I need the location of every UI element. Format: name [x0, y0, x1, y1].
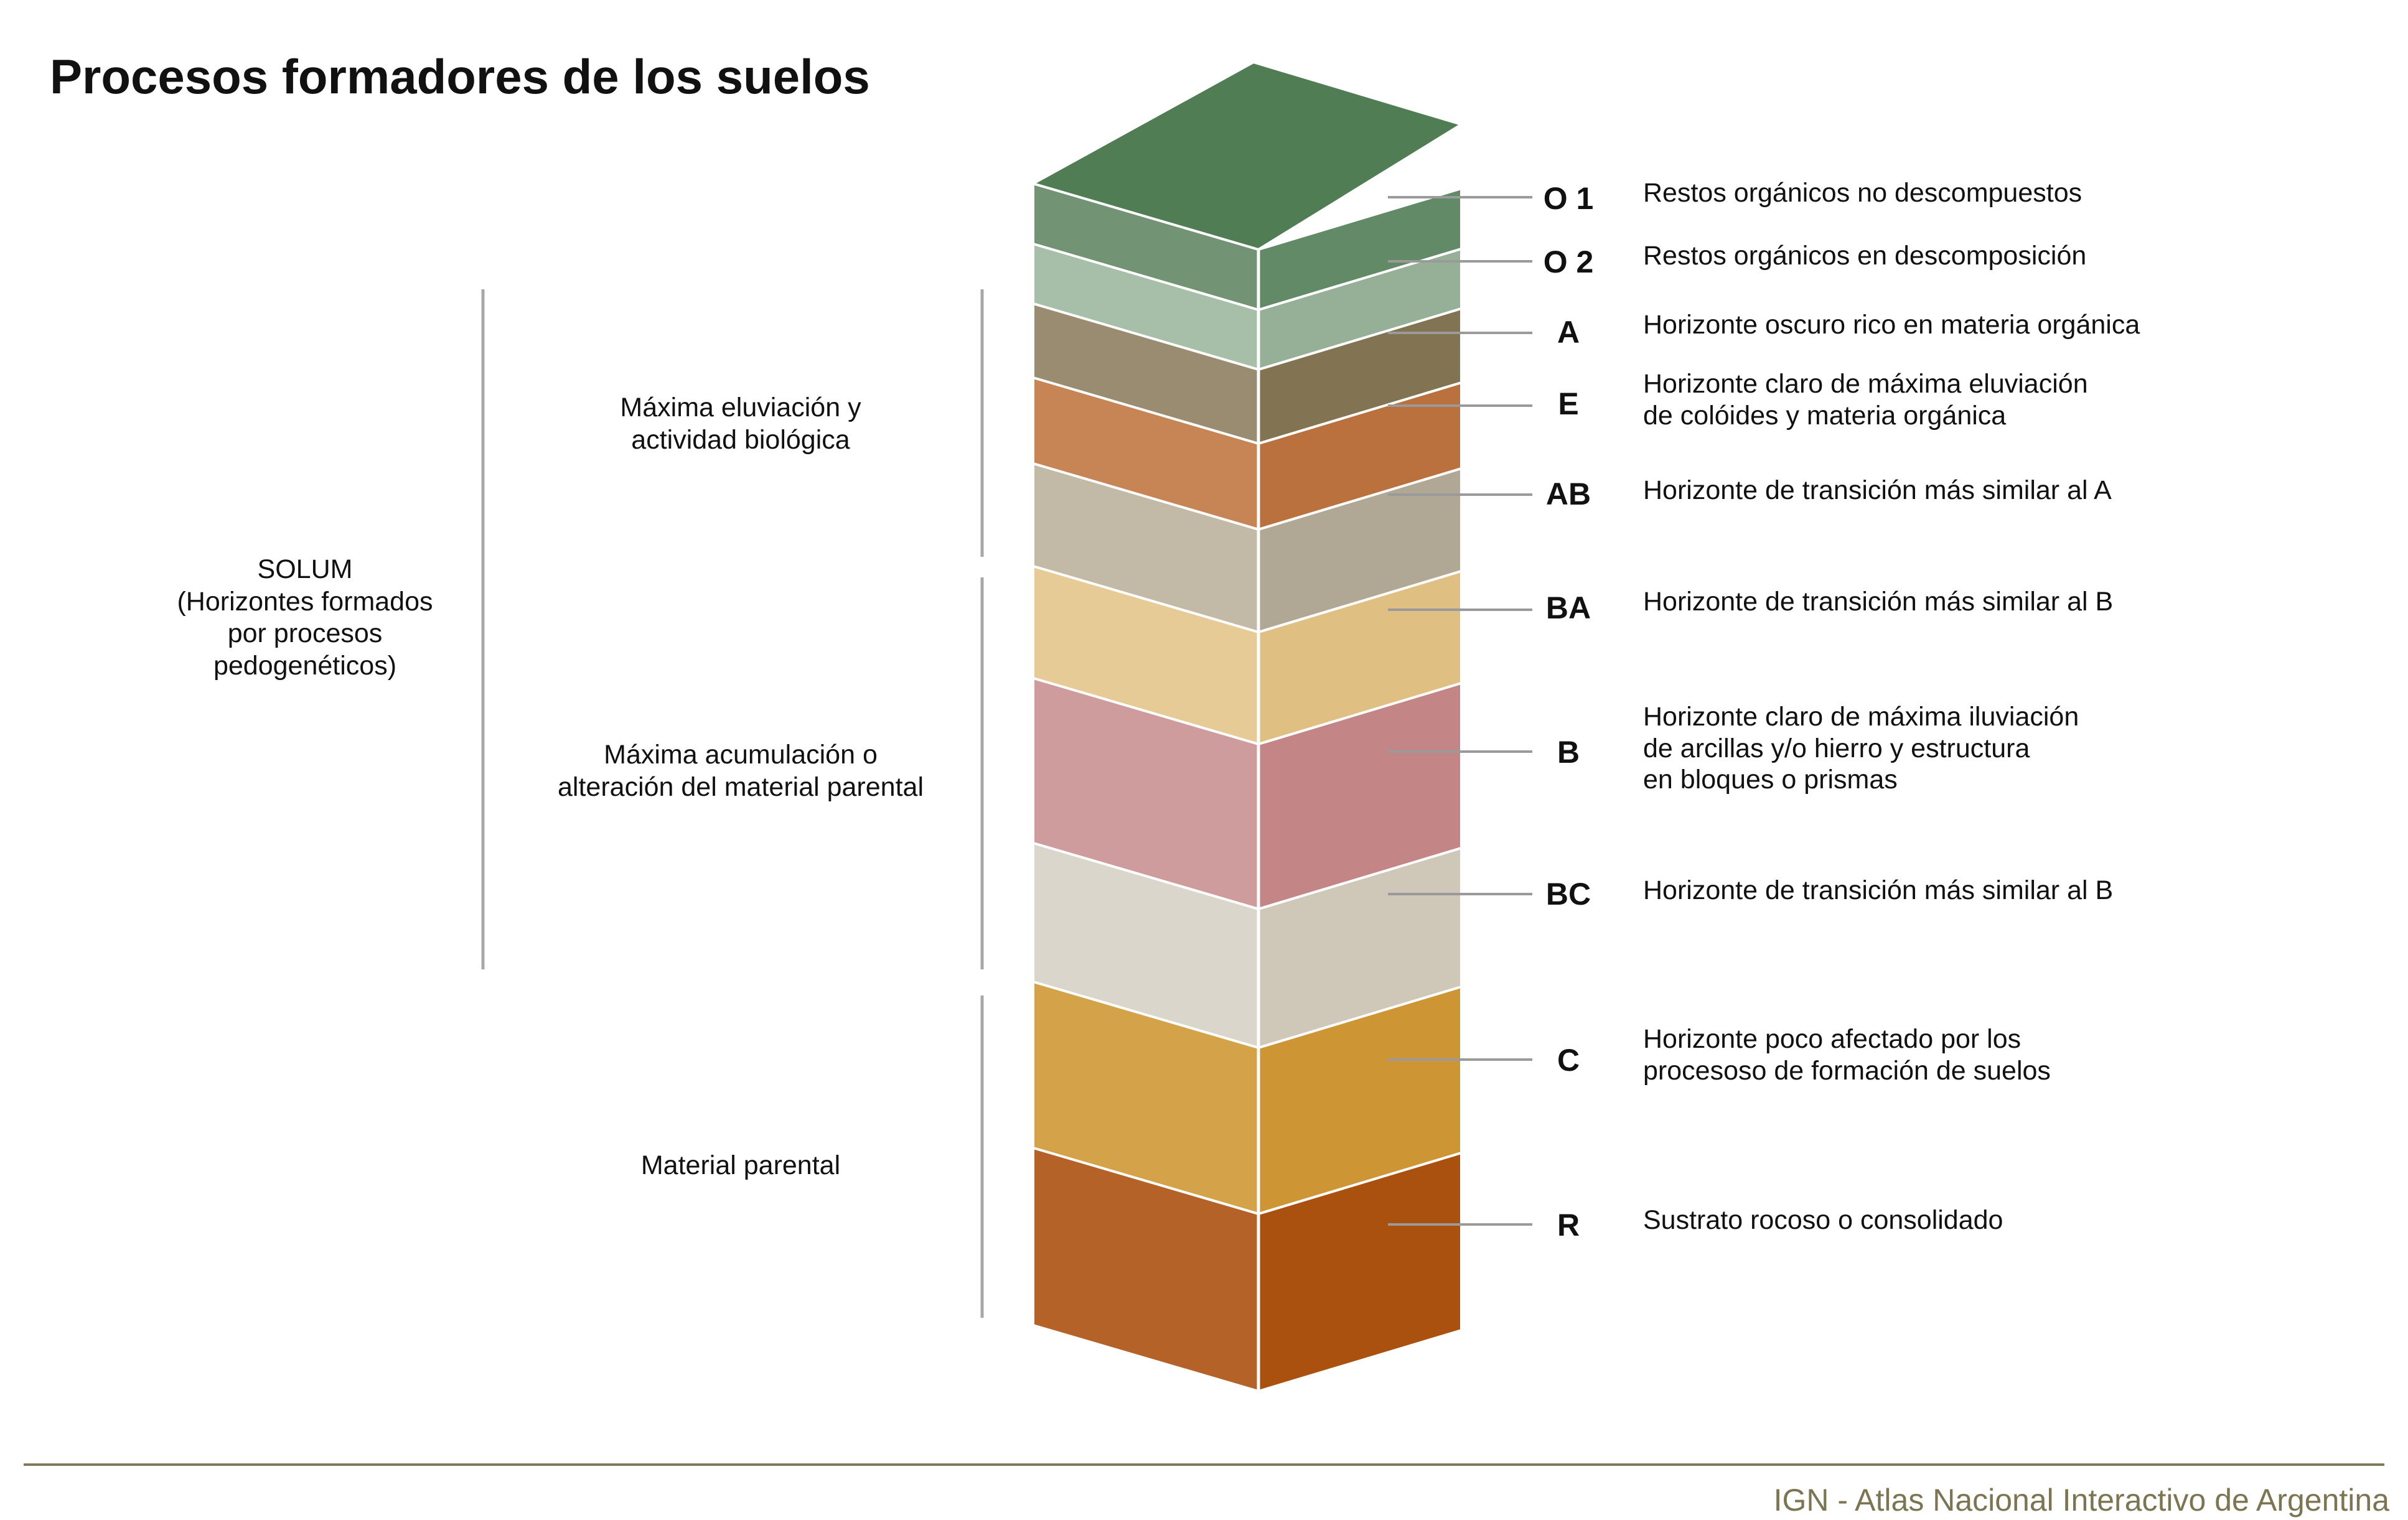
horizon-description: Restos orgánicos no descompuestos — [1643, 177, 2082, 209]
footer-credit: IGN - Atlas Nacional Interactivo de Arge… — [1773, 1483, 2389, 1518]
group-label-line: Máxima acumulación o — [604, 740, 878, 770]
horizon-description-line: Horizonte claro de máxima eluviación — [1643, 369, 2088, 399]
horizon-description-line: Restos orgánicos en descomposición — [1643, 241, 2087, 271]
horizon-code: O 2 — [1543, 245, 1594, 279]
horizon-description: Horizonte claro de máxima eluviación de c… — [1643, 368, 2088, 431]
horizon-description-line: procesoso de formación de suelos — [1643, 1055, 2051, 1086]
diagram-title: Procesos formadores de los suelos — [50, 49, 870, 104]
horizon-description-line: de arcillas y/o hierro y estructura — [1643, 733, 2030, 763]
horizon-description-line: Horizonte de transición más similar al B — [1643, 875, 2114, 905]
profile-top-face — [1029, 60, 1464, 251]
horizon-description: Horizonte de transición más similar al B — [1643, 586, 2113, 618]
horizon-description: Horizonte poco afectado por los procesoso… — [1643, 1023, 2051, 1086]
horizon-description-line: en bloques o prismas — [1643, 765, 1898, 795]
horizon-description: Horizonte de transición más similar al B — [1643, 875, 2113, 907]
horizon-description-line: Horizonte oscuro rico en materia orgánic… — [1643, 310, 2140, 340]
horizon-code: R — [1557, 1208, 1580, 1243]
group-label-line: (Horizontes formados — [177, 586, 433, 617]
group-label-solum: SOLUM (Horizontes formados por procesos … — [118, 554, 492, 682]
horizon-code: A — [1557, 315, 1580, 350]
horizon-code: BA — [1545, 590, 1591, 625]
horizon-code: AB — [1545, 477, 1591, 511]
group-label-line: Máxima eluviación y — [620, 393, 861, 422]
horizon-code: BC — [1545, 877, 1591, 912]
horizon-description: Horizonte oscuro rico en materia orgánic… — [1643, 309, 2140, 341]
group-label-line: Material parental — [640, 1150, 841, 1180]
horizon-description-line: Horizonte de transición más similar al B — [1643, 587, 2114, 617]
horizon-description-line: de colóides y materia orgánica — [1643, 400, 2007, 431]
group-label-line: alteración del material parental — [558, 772, 924, 802]
horizon-code: E — [1558, 386, 1579, 421]
footer-divider — [24, 1463, 2384, 1466]
group-label-line: SOLUM — [257, 554, 353, 584]
horizon-description: Restos orgánicos en descomposición — [1643, 240, 2086, 272]
group-label-eluviacion: Máxima eluviación y actividad biológica — [523, 392, 958, 456]
group-label-line: actividad biológica — [631, 424, 850, 455]
horizon-description-line: Sustrato rocoso o consolidado — [1643, 1205, 2003, 1235]
group-label-line: por procesos — [227, 618, 383, 649]
horizon-description-line: Restos orgánicos no descompuestos — [1643, 178, 2082, 208]
horizon-description-line: Horizonte claro de máxima iluviación — [1643, 702, 2079, 732]
horizon-description: Sustrato rocoso o consolidado — [1643, 1205, 2003, 1236]
group-label-line: pedogenéticos) — [213, 650, 397, 681]
horizon-description-line: Horizonte poco afectado por los — [1643, 1024, 2022, 1054]
horizon-description: Horizonte de transición más similar al A — [1643, 475, 2112, 506]
group-label-acumulacion: Máxima acumulación o alteración del mate… — [523, 739, 958, 803]
horizon-description: Horizonte claro de máxima iluviación de a… — [1643, 701, 2079, 796]
horizon-description-line: Horizonte de transición más similar al A — [1643, 475, 2112, 505]
horizon-code: B — [1557, 735, 1580, 770]
horizon-code: O 1 — [1543, 181, 1594, 216]
horizon-code: C — [1557, 1043, 1580, 1078]
group-label-parental: Material parental — [523, 1150, 958, 1182]
